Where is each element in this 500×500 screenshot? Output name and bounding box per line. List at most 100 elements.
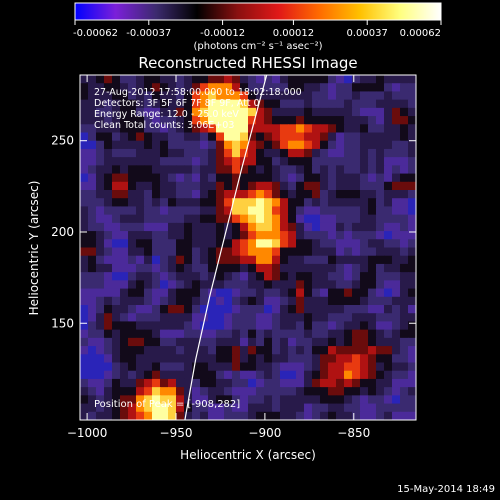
heatmap-cell [224, 378, 233, 388]
heatmap-cell [136, 124, 145, 134]
heatmap-cell [320, 247, 329, 257]
heatmap-cell [88, 239, 97, 249]
heatmap-cell [288, 190, 297, 199]
heatmap-cell [264, 321, 273, 331]
heatmap-cell [136, 206, 145, 216]
heatmap-cell [376, 362, 385, 372]
heatmap-cell [80, 305, 89, 314]
heatmap-cell [136, 75, 145, 84]
heatmap-cell [280, 140, 289, 150]
heatmap-cell [272, 214, 281, 224]
heatmap-cell [328, 140, 337, 150]
heatmap-cell [360, 346, 369, 355]
heatmap-cell [224, 370, 233, 380]
heatmap-cell [272, 75, 281, 84]
heatmap-cell [240, 206, 249, 216]
heatmap-cell [352, 354, 361, 364]
heatmap-cell [120, 148, 129, 158]
heatmap-cell [248, 411, 257, 420]
heatmap-cell [80, 83, 89, 93]
heatmap-cell [288, 132, 297, 142]
heatmap-cell [240, 321, 249, 331]
heatmap-cell [120, 272, 129, 281]
heatmap-cell [264, 387, 273, 396]
heatmap-cell [336, 231, 345, 240]
heatmap-cell [280, 403, 289, 413]
heatmap-cell [192, 395, 201, 405]
heatmap-cell [112, 313, 121, 323]
heatmap-cell [392, 157, 401, 166]
heatmap-cell [216, 107, 225, 117]
heatmap-cell [96, 321, 105, 331]
heatmap-cell [168, 91, 177, 101]
heatmap-cell [256, 354, 265, 364]
heatmap-cell [264, 305, 273, 314]
heatmap-cell [376, 116, 385, 125]
heatmap-cell [264, 99, 273, 109]
heatmap-cell [184, 181, 193, 191]
heatmap-cell [408, 214, 416, 224]
heatmap-cell [144, 387, 153, 396]
heatmap-cell [320, 198, 329, 208]
heatmap-cell [304, 198, 313, 208]
heatmap-cell [360, 395, 369, 405]
heatmap-cell [392, 198, 401, 208]
heatmap-cell [120, 263, 129, 273]
heatmap-cell [408, 173, 416, 183]
heatmap-cell [264, 272, 273, 281]
heatmap-cell [208, 190, 217, 199]
heatmap-cell [192, 305, 201, 314]
heatmap-cell [344, 305, 353, 314]
heatmap-cell [392, 124, 401, 134]
heatmap-cell [344, 387, 353, 396]
heatmap-cell [200, 247, 209, 257]
heatmap-cell [96, 214, 105, 224]
heatmap-cell [384, 362, 393, 372]
heatmap-cell [80, 181, 89, 191]
heatmap-cell [152, 140, 161, 150]
heatmap-cell [360, 362, 369, 372]
heatmap-cell [400, 362, 409, 372]
heatmap-cell [240, 157, 249, 166]
heatmap-cell [312, 165, 321, 175]
peak-position-label: Position of Peak = [-908,282] [94, 399, 240, 410]
heatmap-cell [240, 222, 249, 232]
heatmap-cell [384, 107, 393, 117]
heatmap-cell [384, 239, 393, 249]
heatmap-cell [184, 148, 193, 158]
heatmap-cell [304, 190, 313, 199]
heatmap-cell [192, 181, 201, 191]
heatmap-cell [256, 181, 265, 191]
heatmap-cell [184, 280, 193, 290]
heatmap-cell [352, 116, 361, 125]
heatmap-cell [208, 198, 217, 208]
heatmap-cell [248, 116, 257, 125]
heatmap-cell [248, 140, 257, 150]
heatmap-cell [104, 181, 113, 191]
heatmap-cell [160, 354, 169, 364]
heatmap-cell [192, 378, 201, 388]
heatmap-cell [192, 173, 201, 183]
heatmap-cell [344, 181, 353, 191]
heatmap-cell [192, 116, 201, 125]
heatmap-cell [320, 190, 329, 199]
heatmap-cell [184, 354, 193, 364]
heatmap-cell [160, 378, 169, 388]
heatmap-cell [224, 198, 233, 208]
heatmap-cell [296, 148, 305, 158]
heatmap-cell [352, 173, 361, 183]
heatmap-cell [240, 231, 249, 240]
heatmap-cell [120, 354, 129, 364]
heatmap-cell [80, 173, 89, 183]
heatmap-cell [400, 173, 409, 183]
heatmap-cell [136, 305, 145, 314]
heatmap-cell [128, 99, 137, 109]
heatmap-cell [176, 288, 185, 298]
heatmap-cell [328, 337, 337, 347]
heatmap-cell [232, 337, 241, 347]
heatmap-cell [392, 140, 401, 150]
heatmap-cell [256, 288, 265, 298]
heatmap-cell [168, 354, 177, 364]
heatmap-cell [352, 387, 361, 396]
heatmap-cell [344, 206, 353, 216]
